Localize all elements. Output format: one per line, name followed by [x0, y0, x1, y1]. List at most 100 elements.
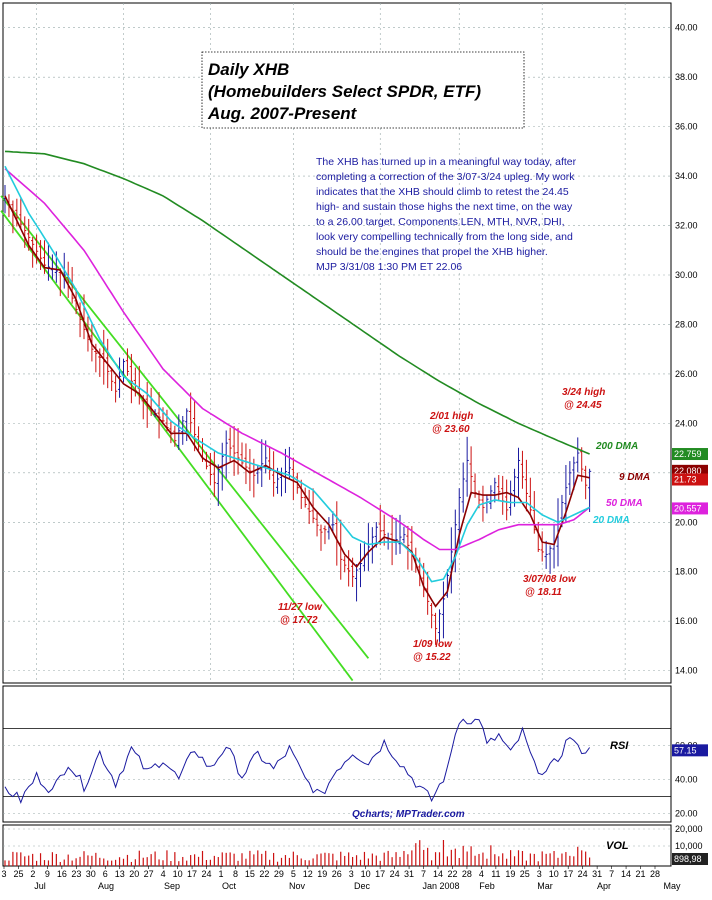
- price-bar: [540, 531, 544, 562]
- x-month-label: Nov: [289, 881, 306, 891]
- annotation-109-low-line-1: 1/09 low: [413, 639, 453, 650]
- rsi-panel-frame: [2, 685, 672, 823]
- channel-line: [0, 210, 354, 682]
- x-day-label: 28: [650, 869, 660, 879]
- x-day-label: 17: [187, 869, 197, 879]
- price-tick-label: 28.00: [675, 319, 698, 329]
- price-bar: [23, 216, 27, 248]
- title-line-1: Daily XHB: [208, 60, 289, 79]
- x-day-label: 6: [103, 869, 108, 879]
- x-day-label: 20: [129, 869, 139, 879]
- price-bar: [343, 555, 347, 573]
- price-tick-label: 40.00: [675, 23, 698, 33]
- x-day-label: 29: [274, 869, 284, 879]
- x-day-label: 2: [30, 869, 35, 879]
- price-bar: [512, 468, 517, 507]
- volume-tick-label: 20,000: [675, 824, 703, 834]
- x-month-label: Feb: [479, 881, 495, 891]
- price-bar: [35, 234, 39, 264]
- price-bar: [497, 474, 501, 502]
- price-bar: [189, 392, 193, 433]
- price-bar: [236, 428, 240, 475]
- ma-labels: 200 DMA 9 DMA 50 DMA 20 DMA: [592, 441, 650, 526]
- title-box: Daily XHB (Homebuilders Select SPDR, ETF…: [201, 51, 525, 129]
- x-day-label: 17: [563, 869, 573, 879]
- x-month-label: Aug: [98, 881, 114, 891]
- price-bar: [272, 451, 276, 497]
- price-bar: [232, 426, 236, 476]
- commentary-line-1: The XHB has turned up in a meaningful wa…: [316, 156, 577, 168]
- svg-text:898,98: 898,98: [674, 854, 702, 864]
- rsi-tick-label: 40.00: [675, 775, 698, 785]
- price-bar: [287, 446, 291, 480]
- price-bar: [437, 609, 442, 642]
- price-bar: [315, 511, 319, 537]
- x-day-label: 15: [245, 869, 255, 879]
- rsi-value-badge: 57.15: [672, 744, 708, 757]
- price-bar: [528, 477, 532, 515]
- commentary: The XHB has turned up in a meaningful wa…: [316, 156, 577, 273]
- rsi-tick-label: 20.00: [675, 809, 698, 819]
- commentary-line-4: high- and sustain those highs the next t…: [316, 201, 573, 213]
- price-bar: [260, 439, 264, 487]
- annotation-307-low-line-1: 3/07/08 low: [523, 574, 577, 585]
- price-tick-label: 34.00: [675, 171, 698, 181]
- price-bar: [548, 545, 552, 574]
- price-bar: [177, 414, 181, 451]
- x-day-label: 1: [218, 869, 223, 879]
- price-bar: [354, 564, 359, 602]
- svg-text:22.759: 22.759: [674, 449, 702, 459]
- chart-credit: Qcharts; MPTrader.com: [352, 809, 465, 820]
- commentary-line-3: indicates that the XHB should climb to r…: [316, 186, 569, 198]
- svg-text:20.557: 20.557: [674, 503, 702, 513]
- price-bar: [532, 491, 536, 534]
- x-day-label: 4: [161, 869, 166, 879]
- x-day-label: 16: [57, 869, 67, 879]
- x-month-label: Sep: [164, 881, 180, 891]
- price-bar: [129, 353, 133, 404]
- x-month-label: Apr: [597, 881, 611, 891]
- price-bar: [157, 392, 161, 439]
- x-day-label: 24: [390, 869, 400, 879]
- ma-label-200: 200 DMA: [595, 441, 638, 452]
- volume-grid: [3, 828, 671, 847]
- price-bar: [38, 240, 43, 270]
- x-day-label: 22: [259, 869, 269, 879]
- x-month-label: Jul: [34, 881, 46, 891]
- x-day-label: 31: [592, 869, 602, 879]
- x-month-label: Oct: [222, 881, 237, 891]
- annotation-324-high-line-1: 3/24 high: [562, 387, 605, 398]
- commentary-line-8: MJP 3/31/08 1:30 PM ET 22.06: [316, 261, 462, 273]
- price-bar: [588, 468, 592, 513]
- x-day-label: 26: [332, 869, 342, 879]
- x-day-label: 28: [462, 869, 472, 879]
- moving-averages: [4, 150, 591, 608]
- x-day-label: 9: [45, 869, 50, 879]
- price-tick-label: 32.00: [675, 221, 698, 231]
- x-day-label: 23: [71, 869, 81, 879]
- annotation-1127-low-line-1: 11/27 low: [278, 602, 323, 613]
- price-bar: [572, 456, 576, 491]
- x-day-label: 31: [404, 869, 414, 879]
- x-axis: 3 25 2 9 16 23 30 6 13 20 27 4 10 17 24 1 8 15 22 29 5 12 19 26…: [1, 866, 681, 891]
- price-bar: [465, 436, 469, 497]
- price-bar: [441, 581, 446, 639]
- x-day-label: 4: [479, 869, 484, 879]
- x-day-label: 10: [361, 869, 371, 879]
- commentary-line-6: look very compelling technically from th…: [316, 231, 573, 243]
- x-day-label: 13: [115, 869, 125, 879]
- price-bar: [125, 348, 130, 376]
- price-tick-label: 14.00: [675, 666, 698, 676]
- price-tick-label: 36.00: [675, 122, 698, 132]
- x-day-label: 10: [549, 869, 559, 879]
- volume-tick-label: 10,000: [675, 841, 703, 851]
- commentary-line-5: to a 26.00 target. Components LEN, MTH, …: [316, 216, 565, 228]
- price-bar: [469, 446, 473, 495]
- x-day-label: 5: [291, 869, 296, 879]
- x-day-label: 25: [520, 869, 530, 879]
- title-box-border: [201, 51, 525, 129]
- price-bar: [516, 447, 521, 500]
- volume-value-badge: 898,98: [672, 853, 708, 865]
- price-bar: [445, 569, 449, 598]
- title-line-3: Aug. 2007-Present: [207, 104, 358, 123]
